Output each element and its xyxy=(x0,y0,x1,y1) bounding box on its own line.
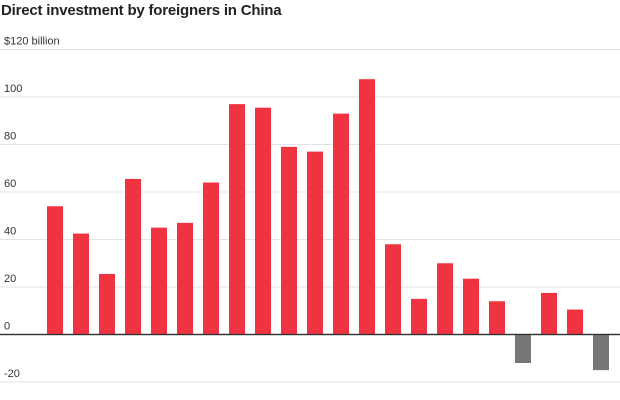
bar-positive xyxy=(47,206,63,335)
bar-positive xyxy=(177,222,193,335)
bar-negative xyxy=(515,334,531,363)
bar-negative xyxy=(593,334,609,371)
bar-positive xyxy=(281,146,297,335)
y-tick-label: 20 xyxy=(4,273,16,285)
bar-positive xyxy=(307,151,323,335)
y-tick-label: 100 xyxy=(4,83,22,95)
bar-positive xyxy=(385,244,401,335)
bar-positive xyxy=(99,273,115,335)
bar-positive xyxy=(229,104,245,335)
bar-positive xyxy=(255,107,271,335)
bar-positive xyxy=(151,227,167,335)
chart-title: Direct investment by foreigners in China xyxy=(1,2,282,19)
bar-positive xyxy=(125,178,141,335)
y-tick-label: 60 xyxy=(4,178,16,190)
bar-positive xyxy=(73,233,89,335)
y-tick-label: -20 xyxy=(4,368,20,380)
y-tick-label: 0 xyxy=(4,321,10,333)
y-tick-label: 80 xyxy=(4,131,16,143)
bar-positive xyxy=(437,263,453,335)
bar-positive xyxy=(359,79,375,335)
y-tick-label: $120 billion xyxy=(4,36,60,48)
bar-positive xyxy=(463,278,479,335)
bar-positive xyxy=(489,301,505,335)
bar-positive xyxy=(411,298,427,335)
bar-positive xyxy=(333,113,349,335)
bar-positive xyxy=(541,292,557,335)
bar-positive xyxy=(203,182,219,335)
y-tick-label: 40 xyxy=(4,226,16,238)
bar-positive xyxy=(567,309,583,335)
